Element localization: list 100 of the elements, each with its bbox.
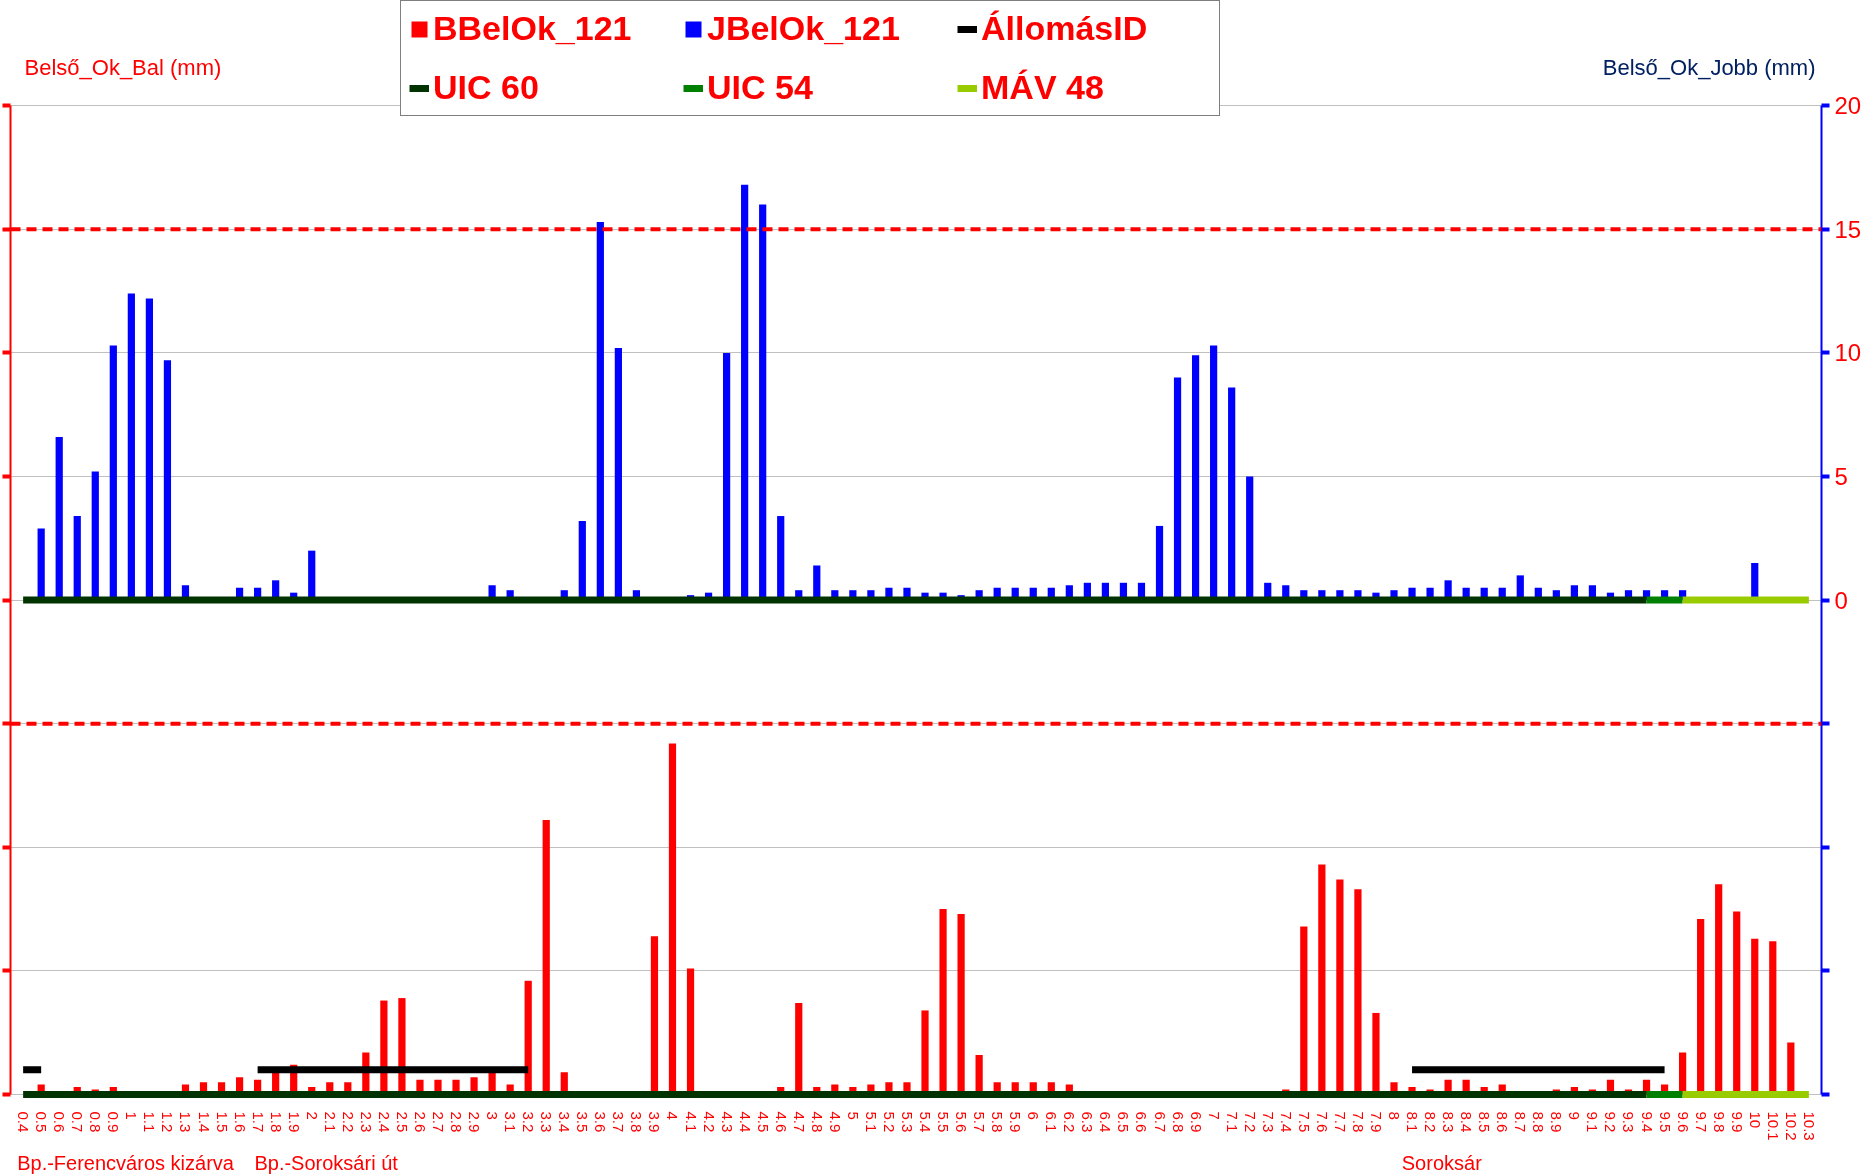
- x-tick-label: 5.4: [917, 1111, 935, 1133]
- x-tick-label: 5.8: [989, 1111, 1007, 1133]
- x-tick-label: 5.6: [953, 1111, 971, 1133]
- x-tick-label: 6.8: [1169, 1111, 1187, 1133]
- x-tick-label: 5.1: [862, 1111, 880, 1133]
- x-tick-label: 2.8: [448, 1111, 466, 1133]
- x-tick-label: 2.9: [466, 1111, 484, 1133]
- y-axis-title: Belső_Ok_Bal (mm): [24, 54, 222, 80]
- x-tick-label: 7: [1205, 1111, 1223, 1120]
- x-tick-label: 6.9: [1187, 1111, 1205, 1133]
- x-tick-label: 2.2: [339, 1111, 357, 1133]
- x-tick-label: 1.4: [195, 1111, 213, 1133]
- x-tick-label: 1.8: [267, 1111, 285, 1133]
- x-tick-label: 6: [1025, 1111, 1043, 1120]
- x-tick-label: 3.9: [646, 1111, 664, 1133]
- x-tick-label: 3.1: [502, 1111, 520, 1133]
- x-tick-label: 0.7: [69, 1111, 87, 1133]
- x-tick-label: 3.8: [628, 1111, 646, 1133]
- x-tick-label: 7.5: [1295, 1111, 1313, 1133]
- x-tick-label: 5.5: [935, 1111, 953, 1133]
- x-tick-label: 8.4: [1458, 1111, 1476, 1133]
- x-tick-label: 6.7: [1151, 1111, 1169, 1133]
- x-tick-label: 4.1: [682, 1111, 700, 1133]
- x-tick-label: 7.4: [1277, 1111, 1295, 1133]
- x-tick-label: 4: [664, 1111, 682, 1120]
- x-tick-label: 7.2: [1241, 1111, 1259, 1133]
- x-tick-label: 7.7: [1331, 1111, 1349, 1133]
- x-tick-label: 5: [844, 1111, 862, 1120]
- x-tick-label: 4.9: [826, 1111, 844, 1133]
- x-tick-label: 6.4: [1097, 1111, 1115, 1133]
- x-tick-label: 2.7: [430, 1111, 447, 1133]
- x-tick-label: 9.5: [1656, 1111, 1674, 1133]
- x-tick-label: 10.2: [1782, 1111, 1800, 1141]
- legend-label: MÁV 48: [981, 68, 1105, 107]
- x-tick-label: 2.4: [375, 1111, 393, 1133]
- legend-label: ÁllomásID: [981, 9, 1149, 48]
- x-tick-label: 1.7: [249, 1111, 267, 1133]
- x-tick-label: 10.1: [1764, 1111, 1782, 1141]
- x-tick-label: 1: [123, 1111, 141, 1120]
- x-tick-label: 10.3: [1800, 1111, 1818, 1141]
- x-tick-label: 9: [1566, 1111, 1584, 1120]
- x-tick-label: 6.2: [1061, 1111, 1079, 1133]
- x-tick-label: 3.4: [556, 1111, 574, 1133]
- x-tick-label: 3.7: [610, 1111, 628, 1133]
- x-tick-label: 0.8: [87, 1111, 105, 1133]
- text: Soroksár: [1401, 1151, 1483, 1174]
- x-tick-label: 7.9: [1367, 1111, 1385, 1133]
- x-tick-label: 8.5: [1476, 1111, 1494, 1133]
- x-tick-label: 2: [303, 1111, 321, 1120]
- x-tick-label: 4.4: [736, 1111, 754, 1133]
- x-tick-label: 7.8: [1349, 1111, 1367, 1133]
- y2-tick-label: 0: [1834, 586, 1848, 614]
- x-tick-label: 1.9: [285, 1111, 303, 1133]
- x-tick-label: 9.4: [1638, 1111, 1656, 1133]
- x-tick-label: 6.3: [1079, 1111, 1097, 1133]
- x-tick-label: 4.7: [790, 1111, 808, 1133]
- x-tick-label: 1.1: [141, 1111, 159, 1133]
- x-tick-label: 1.5: [213, 1111, 231, 1133]
- legend-label: UIC 60: [433, 68, 540, 107]
- x-tick-label: 3.6: [592, 1111, 610, 1133]
- x-tick-label: 9.1: [1584, 1111, 1602, 1133]
- x-tick-label: 8.6: [1494, 1111, 1512, 1133]
- x-tick-label: 2.6: [411, 1111, 429, 1133]
- x-tick-label: 5.7: [971, 1111, 989, 1133]
- y2-tick-label: 5: [1834, 462, 1848, 490]
- x-tick-label: 8.8: [1530, 1111, 1548, 1133]
- x-tick-label: 6.5: [1115, 1111, 1133, 1133]
- x-tick-label: 0.9: [105, 1111, 123, 1133]
- x-tick-label: 4.6: [772, 1111, 790, 1133]
- x-tick-label: 2.1: [321, 1111, 339, 1133]
- x-tick-label: 7.1: [1223, 1111, 1241, 1133]
- x-tick-label: 6.1: [1043, 1111, 1061, 1133]
- x-tick-label: 8.3: [1440, 1111, 1458, 1133]
- x-tick-label: 7.6: [1313, 1111, 1331, 1133]
- x-tick-label: 3.2: [520, 1111, 538, 1133]
- x-tick-label: 9.3: [1620, 1111, 1638, 1133]
- x-tick-label: 1.3: [177, 1111, 195, 1133]
- x-tick-label: 0.5: [33, 1111, 51, 1133]
- x-tick-label: 9.6: [1674, 1111, 1692, 1133]
- x-tick-label: 9.8: [1710, 1111, 1728, 1133]
- x-tick-label: 3: [484, 1111, 502, 1120]
- legend-label: BBelOk_121: [433, 9, 633, 48]
- x-tick-label: 5.9: [1007, 1111, 1025, 1133]
- x-tick-label: 2.3: [357, 1111, 375, 1133]
- x-tick-label: 9.9: [1728, 1111, 1746, 1133]
- x-tick-label: 3.5: [574, 1111, 592, 1133]
- x-tick-label: 9.2: [1602, 1111, 1620, 1133]
- x-tick-label: 8: [1386, 1111, 1403, 1120]
- x-tick-label: 0.4: [15, 1111, 33, 1133]
- legend-label: UIC 54: [707, 68, 814, 107]
- legend-label: JBelOk_121: [707, 9, 901, 48]
- x-tick-label: 0.6: [51, 1111, 69, 1133]
- y2-tick-label: 10: [1834, 339, 1862, 367]
- x-tick-label: 5.3: [898, 1111, 916, 1133]
- y2-tick-label: 20: [1834, 92, 1862, 120]
- y2-axis-title: Belső_Ok_Jobb (mm): [1602, 54, 1816, 80]
- x-tick-label: 7.3: [1259, 1111, 1277, 1133]
- text: Bp.-Ferencváros kizárva: [17, 1151, 235, 1174]
- x-tick-label: 4.5: [754, 1111, 772, 1133]
- x-tick-label: 1.2: [159, 1111, 177, 1133]
